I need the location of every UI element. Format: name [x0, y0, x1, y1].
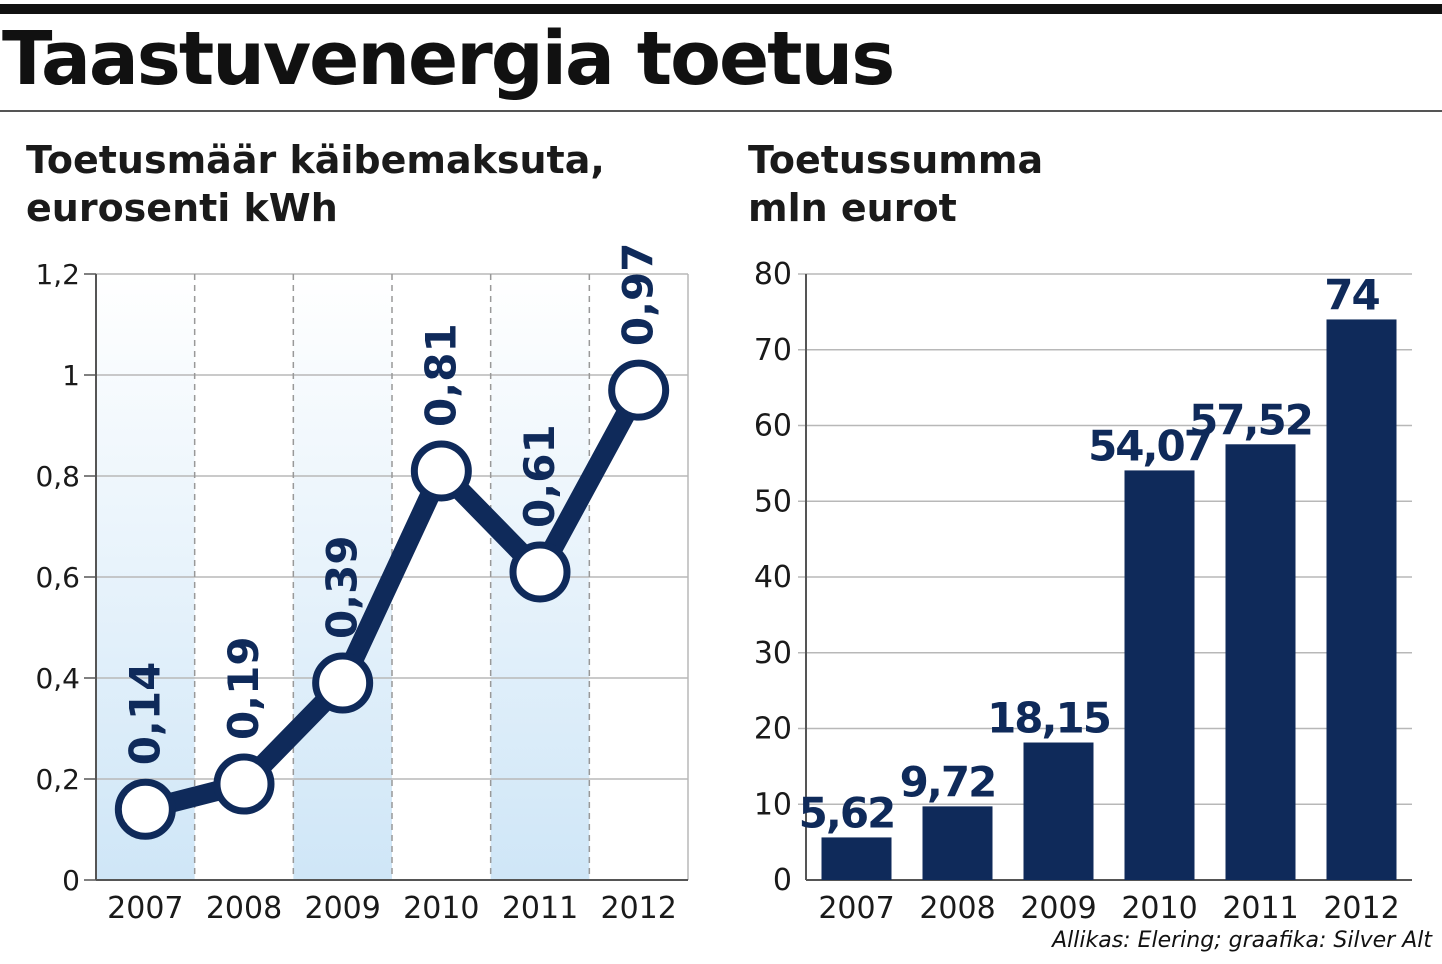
line-chart-title-line-1: Toetusmäär käibemaksuta, — [26, 138, 605, 182]
main-title: Taastuvenergia toetus — [2, 16, 895, 102]
data-label: 0,81 — [416, 323, 465, 427]
data-label: 18,15 — [987, 694, 1110, 743]
y-tick-label: 20 — [754, 712, 792, 747]
title-rule — [0, 110, 1442, 112]
y-tick-label: 1 — [62, 359, 80, 392]
x-tick-label: 2009 — [1020, 891, 1096, 926]
bar-chart-title-line-2: mln eurot — [748, 186, 957, 230]
data-label: 54,07 — [1088, 421, 1211, 470]
x-tick-label: 2010 — [403, 891, 479, 926]
x-tick-label: 2012 — [600, 891, 676, 926]
x-tick-label: 2011 — [1222, 891, 1298, 926]
line-chart-title: Toetusmäär käibemaksuta, eurosenti kWh — [26, 136, 605, 232]
y-tick-label: 0,2 — [35, 763, 80, 796]
data-label: 0,97 — [614, 243, 663, 347]
data-label: 9,72 — [900, 757, 996, 806]
data-label: 74 — [1324, 270, 1379, 319]
line-chart: 00,20,40,60,811,20,1420070,1920080,39200… — [35, 243, 689, 926]
x-tick-label: 2007 — [818, 891, 894, 926]
data-label: 0,39 — [318, 535, 367, 639]
bar-chart-title: Toetussumma mln eurot — [748, 136, 1043, 232]
y-tick-label: 50 — [754, 484, 792, 519]
data-label: 0,19 — [219, 636, 268, 740]
x-tick-label: 2009 — [304, 891, 380, 926]
x-tick-label: 2008 — [206, 891, 282, 926]
data-point — [509, 541, 571, 603]
y-tick-label: 10 — [754, 787, 792, 822]
data-label: 0,14 — [120, 662, 169, 766]
y-tick-label: 0,4 — [35, 662, 80, 695]
data-point — [114, 778, 176, 840]
bar — [1124, 470, 1195, 880]
data-label: 57,52 — [1189, 395, 1312, 444]
data-label: 0,61 — [515, 424, 564, 528]
y-tick-label: 70 — [754, 333, 792, 368]
y-tick-label: 40 — [754, 560, 792, 595]
y-tick-label: 30 — [754, 636, 792, 671]
bar — [1326, 319, 1397, 880]
y-tick-label: 80 — [754, 257, 792, 292]
bar — [922, 806, 993, 880]
bar-chart-title-line-1: Toetussumma — [748, 138, 1044, 182]
y-tick-label: 60 — [754, 409, 792, 444]
line-chart-title-line-2: eurosenti kWh — [26, 186, 338, 230]
bar — [1225, 444, 1296, 880]
data-label: 5,62 — [799, 788, 895, 837]
x-tick-label: 2007 — [107, 891, 183, 926]
data-point — [608, 359, 670, 421]
y-tick-label: 0,6 — [35, 561, 80, 594]
data-point — [213, 753, 275, 815]
y-tick-label: 0,8 — [35, 460, 80, 493]
bar — [1023, 742, 1094, 880]
top-rule — [0, 4, 1442, 14]
data-point — [312, 652, 374, 714]
source-credit: Allikas: Elering; graafika: Silver Alt — [1052, 928, 1432, 953]
x-tick-label: 2011 — [502, 891, 578, 926]
x-tick-label: 2012 — [1323, 891, 1399, 926]
bar — [821, 837, 892, 880]
y-tick-label: 0 — [773, 863, 792, 898]
y-tick-label: 0 — [62, 864, 80, 897]
x-tick-label: 2010 — [1121, 891, 1197, 926]
data-point — [410, 440, 472, 502]
x-tick-label: 2008 — [919, 891, 995, 926]
y-tick-label: 1,2 — [35, 258, 80, 291]
